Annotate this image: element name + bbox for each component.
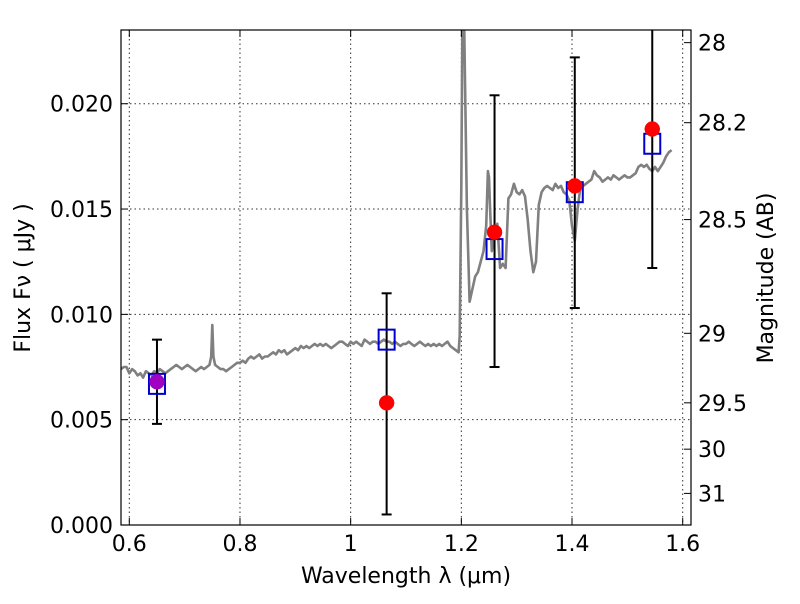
plot-frame (120, 29, 692, 526)
grid (121, 30, 691, 526)
observed-point (644, 121, 661, 137)
y-tick-label: 0.000 (50, 514, 113, 539)
observed-point (567, 178, 583, 194)
x-tick-label: 1.6 (665, 532, 700, 557)
observed-point (378, 395, 395, 411)
observed-point (486, 224, 503, 240)
y-tick-label: 0.020 (50, 93, 113, 118)
right-axis-tick-label: 31 (698, 482, 726, 507)
x-tick-label: 1.2 (444, 532, 479, 557)
right-axis-tick-label: 28.5 (698, 209, 747, 234)
right-axis-tick-label: 28 (698, 32, 726, 57)
right-axis-tick-label: 28.2 (698, 112, 747, 137)
y-tick-label: 0.015 (50, 198, 113, 223)
model-band-marker (147, 372, 166, 395)
right-axis-tick-label: 29.5 (698, 392, 747, 417)
x-tick-label: 0.6 (112, 532, 147, 557)
y-axis-label: Flux Fν ( μJy ) (11, 203, 36, 352)
axes: 0.6 0.8 1 1.2 1.4 1.6 0.000 0.005 0.010 0.015 0.02… (50, 29, 747, 557)
y-tick-label: 0.010 (50, 303, 113, 328)
right-axis-tick-label: 30 (698, 438, 726, 463)
model-band-marker (377, 328, 396, 351)
right-axis-tick-label: 29 (698, 322, 726, 347)
plot-area (121, 30, 673, 516)
x-tick-label: 0.8 (222, 532, 257, 557)
model-spectrum-line (121, 30, 673, 379)
x-axis-label: Wavelength λ (μm) (301, 564, 511, 589)
observed-point (149, 374, 165, 390)
x-tick-label: 1 (344, 532, 358, 557)
y-tick-label: 0.005 (50, 409, 113, 434)
right-axis-label: Magnitude (AB) (754, 193, 779, 364)
x-tick-label: 1.4 (555, 532, 590, 557)
